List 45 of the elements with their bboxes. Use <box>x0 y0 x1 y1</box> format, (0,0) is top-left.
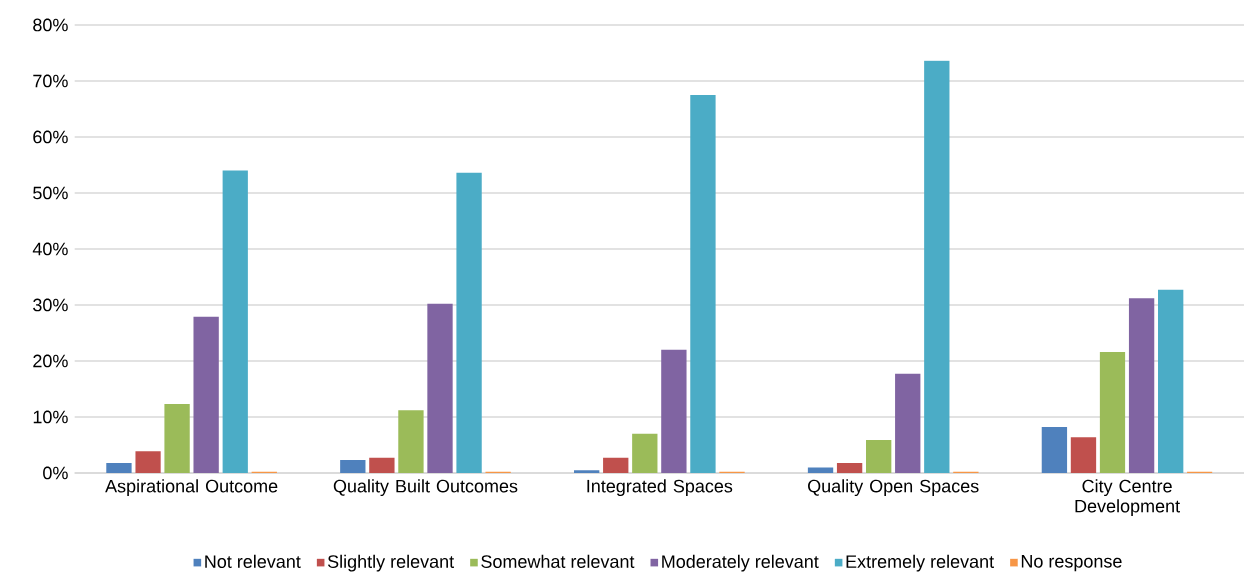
x-tick-label: Integrated Spaces <box>587 479 733 497</box>
bar <box>632 433 658 473</box>
bar <box>193 316 219 473</box>
bar <box>836 462 863 473</box>
bar <box>369 457 395 473</box>
legend-label: Slightly relevant <box>327 554 454 572</box>
y-tick-label: 30% <box>33 298 68 312</box>
bar <box>924 60 950 473</box>
bar <box>398 410 424 473</box>
y-tick-label: 70% <box>33 74 68 88</box>
bar <box>1158 289 1184 473</box>
y-tick-label: 40% <box>32 242 68 256</box>
bar <box>895 373 921 473</box>
bar <box>135 451 161 473</box>
bar <box>807 467 834 473</box>
bar <box>1041 427 1068 473</box>
bar <box>427 303 453 473</box>
x-tick-label: Quality Built Outcomes <box>333 479 518 497</box>
y-tick-label: 80% <box>33 18 68 32</box>
x-tick-label: Quality Open Spaces <box>808 479 979 497</box>
bar <box>340 460 366 473</box>
x-tick-label: City Centre Development <box>1075 479 1180 517</box>
bar <box>574 470 600 473</box>
legend-label: Somewhat relevant <box>481 554 635 568</box>
bar <box>164 404 190 473</box>
y-tick-label: 60% <box>33 130 68 144</box>
legend-label: Extremely relevant <box>846 554 994 572</box>
bar <box>106 462 132 473</box>
legend-label: Moderately relevant <box>662 554 819 572</box>
legend-label: No response <box>1021 555 1122 572</box>
y-tick-label: 20% <box>33 354 68 368</box>
y-tick-label: 10% <box>33 410 68 424</box>
legend-label: Not relevant <box>205 554 301 568</box>
y-tick-label: 50% <box>33 186 68 200</box>
y-tick-label: 0% <box>43 466 68 480</box>
bar <box>1070 437 1097 473</box>
x-tick-label: Aspirational Outcome <box>105 479 278 497</box>
bar <box>690 94 716 473</box>
bar <box>222 170 248 473</box>
bar <box>456 172 482 473</box>
bar <box>866 439 892 473</box>
bar <box>1099 352 1126 473</box>
bar <box>603 457 629 473</box>
bar <box>1128 298 1155 473</box>
bar <box>661 349 687 473</box>
